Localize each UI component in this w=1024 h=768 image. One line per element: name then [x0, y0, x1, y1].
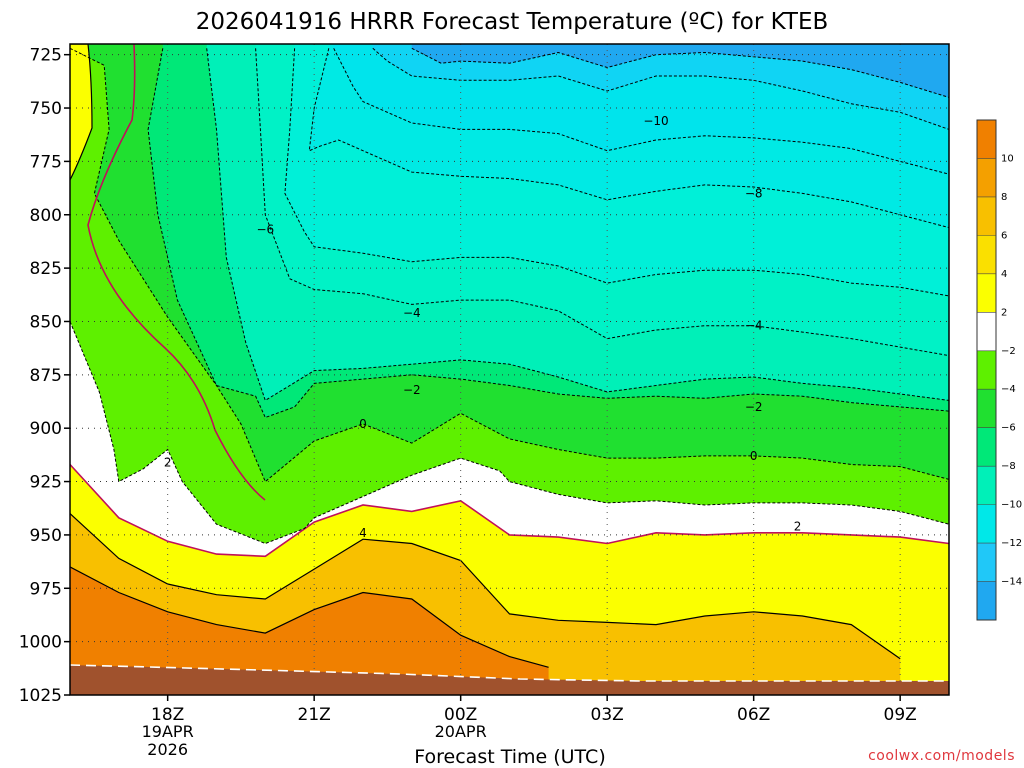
y-tick-label-750: 750: [30, 99, 62, 119]
contour-line-level--6: [147, 48, 949, 419]
x-tick-label-06Z: 06Z: [737, 705, 770, 725]
contour-label-1: 0: [359, 417, 367, 431]
gridlines: [70, 44, 949, 695]
colorbar-swatch-6: [977, 350, 996, 390]
y-axis: 725 750 775 800 825 850 875 900 925 950 975 1000 102…: [19, 46, 70, 706]
chart-title: 2026041916 HRRR Forecast Temperature (ºC…: [196, 9, 829, 35]
colorbar-label-5: −2: [1001, 346, 1016, 357]
contour-line-level-0: [70, 463, 949, 558]
x-tick-label-18Z: 18Z: [151, 705, 184, 725]
contour-label-6: −2: [745, 400, 763, 414]
y-tick-label-950: 950: [30, 526, 62, 546]
contour-line-level--16: [333, 48, 949, 175]
colorbar-label-1: 8: [1001, 192, 1007, 203]
x-tick-label-21Z: 21Z: [298, 705, 331, 725]
terrain-band: [70, 665, 949, 695]
x-tick-label-09Z: 09Z: [884, 705, 917, 725]
contour-label-7: −4: [403, 306, 421, 320]
contour-label-0: 2: [164, 455, 172, 469]
contour-line-level--4: [70, 47, 949, 483]
x-tick-label-00Z: 00Z: [444, 705, 477, 725]
contour-label-2: 0: [750, 449, 758, 463]
credit-text: coolwx.com/models: [868, 748, 1015, 764]
colorbar-swatch-8: [977, 427, 996, 467]
contour-line-level--18: [372, 47, 949, 130]
colorbar-swatch-1: [977, 158, 996, 198]
colorbar-label-4: 2: [1001, 307, 1007, 318]
colorbar-swatch-12: [977, 581, 996, 621]
fill-region-level--20: [411, 44, 949, 98]
contour-line-level--8: [206, 48, 949, 402]
plot-area: 2 0 0 2 4 −2 −2 −4 −4 −6 −8 −10: [69, 43, 950, 696]
colorbar-label-7: −6: [1001, 423, 1016, 434]
x-date-label-1-0: 20APR: [435, 722, 487, 741]
contour-line-zero-upper-branch: [87, 44, 266, 501]
x-date-label-0-1: 2026: [147, 740, 188, 759]
colorbar-label-6: −4: [1001, 384, 1016, 395]
plot-content: 2 0 0 2 4 −2 −2 −4 −4 −6 −8 −10: [70, 44, 949, 695]
contour-label-10: −8: [745, 186, 763, 200]
y-tick-label-875: 875: [30, 366, 62, 386]
y-tick-label-850: 850: [30, 312, 62, 332]
colorbar-label-10: −12: [1001, 538, 1022, 549]
contour-label-11: −10: [643, 114, 668, 128]
contour-label-9: −6: [256, 223, 274, 237]
colorbar-label-9: −10: [1001, 500, 1022, 511]
colorbar-frame: [976, 119, 997, 621]
x-axis-label: Forecast Time (UTC): [414, 746, 605, 768]
y-tick-label-725: 725: [30, 46, 62, 66]
x-date-label-0-0: 19APR: [142, 722, 194, 741]
colorbar-swatch-7: [977, 389, 996, 428]
colorbar-label-8: −8: [1001, 461, 1016, 472]
colorbar-swatch-5: [977, 312, 996, 352]
y-tick-label-1000: 1000: [19, 633, 62, 653]
contour-label-4: 4: [359, 526, 367, 540]
terrain-edge: [70, 664, 949, 682]
colorbar-swatch-2: [977, 196, 996, 236]
fill-upper-left-warm: [70, 44, 92, 180]
contour-line-level-4: [70, 566, 549, 668]
contour-label-8: −4: [745, 319, 763, 333]
y-tick-label-900: 900: [30, 419, 62, 439]
colorbar-swatch-3: [977, 235, 996, 275]
colorbar-swatch-10: [977, 504, 996, 544]
y-tick-label-775: 775: [30, 152, 62, 172]
x-tick-label-03Z: 03Z: [591, 705, 624, 725]
colorbar-label-3: 4: [1001, 269, 1007, 280]
fill-region-level--18: [372, 44, 949, 130]
colorbar-swatch-0: [977, 120, 996, 159]
y-tick-label-975: 975: [30, 579, 62, 599]
colorbar-label-2: 6: [1001, 230, 1007, 241]
contour-line-level-2: [70, 513, 901, 660]
contour-line-level--2: [70, 321, 949, 545]
colorbar-label-11: −14: [1001, 577, 1022, 588]
colorbar-swatch-4: [977, 273, 996, 313]
y-tick-label-925: 925: [30, 473, 62, 493]
contour-label-5: −2: [403, 383, 421, 397]
colorbar-legend: 10 8 6 4 2 −2 −4 −6 −8 −10 −12 −14: [976, 119, 1022, 621]
y-tick-label-1025: 1025: [19, 686, 62, 706]
contour-label-3: 2: [794, 519, 802, 533]
y-tick-label-800: 800: [30, 206, 62, 226]
plot-frame: [69, 43, 950, 696]
contour-line-level--20: [411, 47, 949, 98]
colorbar-swatch-11: [977, 543, 996, 582]
colorbar-label-0: 10: [1001, 153, 1014, 164]
colorbar-swatch-9: [977, 466, 996, 505]
contour-line-level--12: [284, 48, 949, 297]
y-tick-label-825: 825: [30, 259, 62, 279]
